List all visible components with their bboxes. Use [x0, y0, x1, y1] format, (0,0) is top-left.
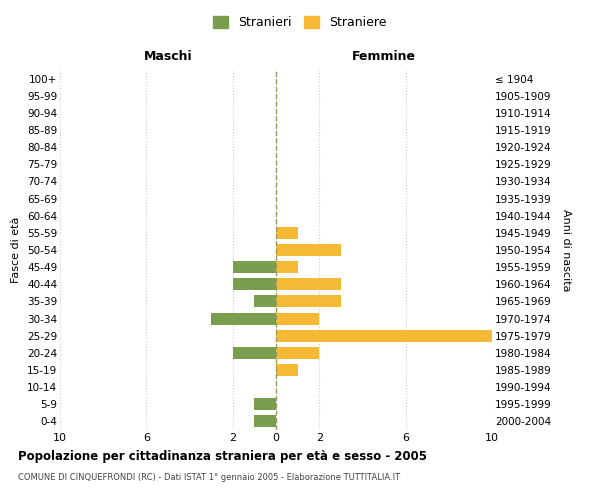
Bar	[276, 312, 319, 324]
Bar	[276, 261, 298, 273]
Bar	[233, 347, 276, 359]
Bar	[254, 296, 276, 308]
Text: Femmine: Femmine	[352, 50, 416, 63]
Bar	[276, 364, 298, 376]
Y-axis label: Fasce di età: Fasce di età	[11, 217, 22, 283]
Bar	[276, 347, 319, 359]
Bar	[254, 398, 276, 410]
Bar	[233, 261, 276, 273]
Text: Popolazione per cittadinanza straniera per età e sesso - 2005: Popolazione per cittadinanza straniera p…	[18, 450, 427, 463]
Bar	[276, 227, 298, 239]
Bar	[211, 312, 276, 324]
Legend: Stranieri, Straniere: Stranieri, Straniere	[208, 11, 392, 34]
Bar	[254, 416, 276, 428]
Text: Maschi: Maschi	[143, 50, 193, 63]
Bar	[276, 244, 341, 256]
Y-axis label: Anni di nascita: Anni di nascita	[561, 209, 571, 291]
Bar	[276, 296, 341, 308]
Bar	[276, 278, 341, 290]
Text: COMUNE DI CINQUEFRONDI (RC) - Dati ISTAT 1° gennaio 2005 - Elaborazione TUTTITAL: COMUNE DI CINQUEFRONDI (RC) - Dati ISTAT…	[18, 472, 400, 482]
Bar	[276, 330, 492, 342]
Bar	[233, 278, 276, 290]
